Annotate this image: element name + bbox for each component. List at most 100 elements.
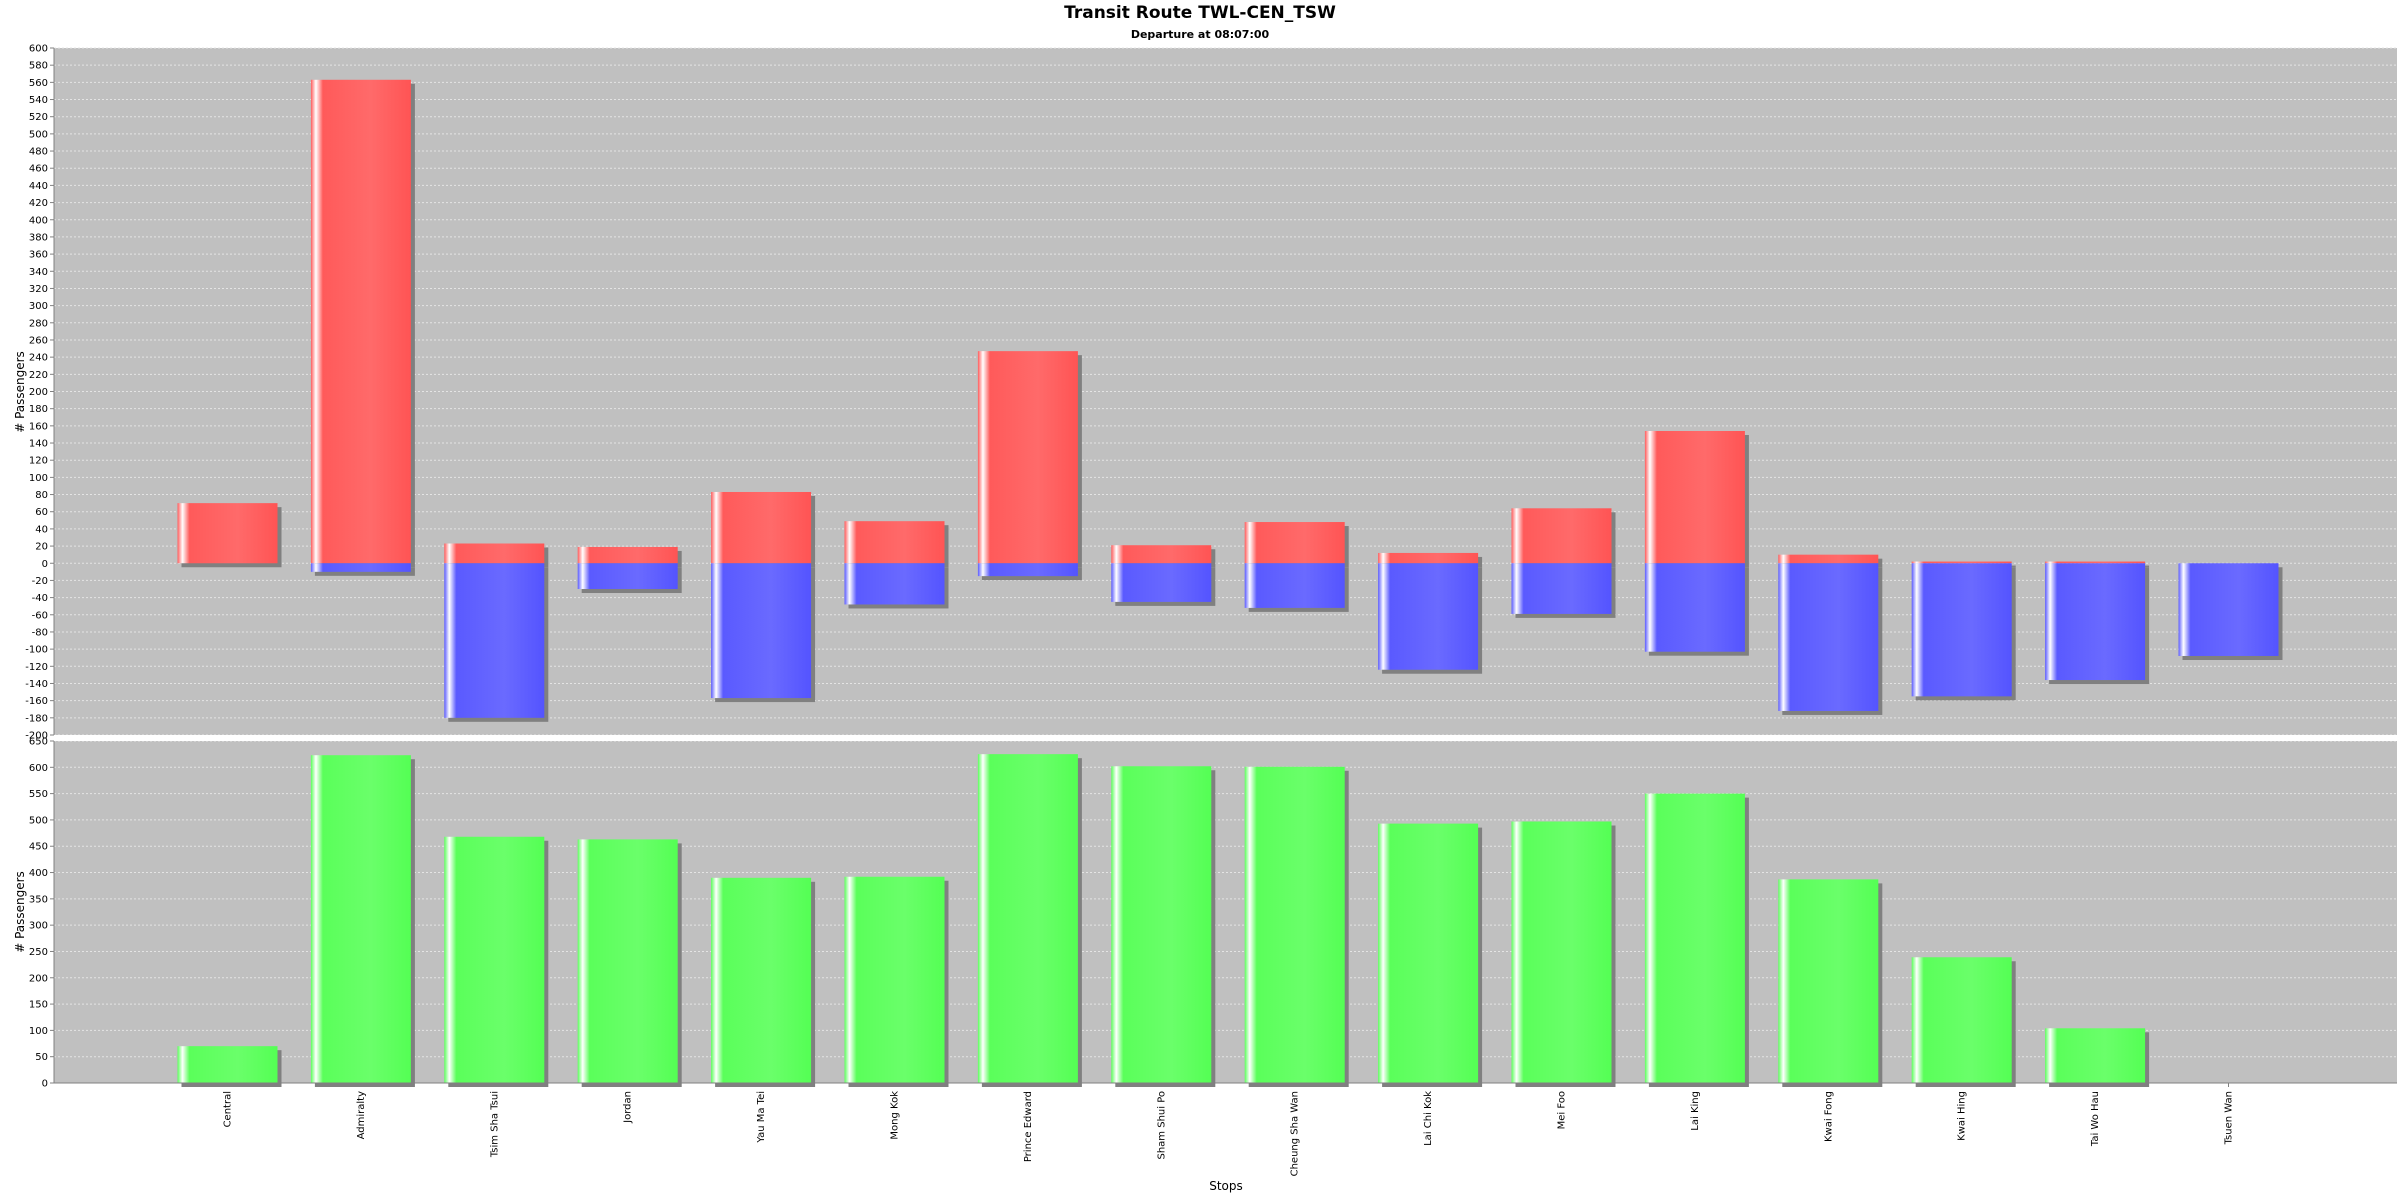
- y-tick-label: 100: [29, 1026, 48, 1037]
- bottom-panel-plot: 0 50 100 150 200 250 300 350 400 450 500 550 600 650: [29, 737, 2397, 1090]
- y-tick-label: -60: [32, 610, 48, 621]
- bar: [977, 563, 1078, 577]
- y-tick-label: -80: [32, 627, 48, 638]
- x-tick-label: Lai Chi Kok: [1423, 1091, 1434, 1146]
- y-tick-label: 500: [29, 815, 48, 826]
- bottom-panel-y-axis-label: # Passengers: [13, 871, 27, 953]
- y-tick-label: -200: [25, 731, 48, 742]
- y-tick-label: -20: [32, 576, 48, 587]
- y-tick-label: 180: [29, 404, 48, 415]
- y-tick-label: 140: [29, 439, 48, 450]
- bar: [711, 877, 812, 1083]
- bar: [1378, 823, 1479, 1083]
- y-tick-label: 220: [29, 370, 48, 381]
- x-tick-label: Tsim Sha Tsui: [489, 1091, 500, 1158]
- bar: [577, 546, 678, 564]
- bar: [177, 503, 278, 564]
- y-tick-label: 550: [29, 789, 48, 800]
- bar: [844, 521, 945, 564]
- bar: [1511, 508, 1612, 564]
- bar: [1644, 793, 1745, 1083]
- bar: [1911, 561, 2012, 564]
- y-tick-label: 400: [29, 868, 48, 879]
- bar: [844, 563, 945, 605]
- x-tick-label: Cheung Sha Wan: [1290, 1091, 1301, 1176]
- bar: [1111, 563, 1212, 602]
- bar: [1244, 522, 1345, 564]
- x-axis: Central Admiralty Tsim Sha Tsui Jordan Yau M…: [54, 1082, 2397, 1176]
- y-tick-label: 60: [35, 507, 48, 518]
- x-tick-label: Tsuen Wan: [2224, 1091, 2235, 1145]
- bar: [310, 755, 411, 1083]
- bar: [1911, 957, 2012, 1083]
- y-tick-label: 420: [29, 198, 48, 209]
- bar: [577, 839, 678, 1083]
- y-tick-label: 80: [35, 490, 48, 501]
- bar: [1778, 554, 1879, 564]
- bar: [444, 543, 545, 564]
- y-tick-label: 160: [29, 421, 48, 432]
- y-tick-label: 360: [29, 250, 48, 261]
- bar: [1111, 545, 1212, 564]
- bar: [1778, 879, 1879, 1083]
- y-tick-label: 350: [29, 894, 48, 905]
- y-tick-label: 600: [29, 763, 48, 774]
- y-tick-label: 650: [29, 737, 48, 748]
- bar: [1644, 563, 1745, 652]
- bar: [2045, 1028, 2146, 1083]
- y-tick-label: 520: [29, 112, 48, 123]
- y-tick-label: -100: [25, 645, 48, 656]
- y-tick-label: 320: [29, 284, 48, 295]
- bar: [177, 1046, 278, 1083]
- y-tick-label: -140: [25, 679, 48, 690]
- y-tick-label: 460: [29, 164, 48, 175]
- y-tick-label: 400: [29, 215, 48, 226]
- bar: [1244, 766, 1345, 1083]
- bar: [711, 563, 812, 699]
- y-tick-label: 20: [35, 542, 48, 553]
- chart-title: Transit Route TWL-CEN_TSW: [1064, 3, 1336, 23]
- y-tick-label: 260: [29, 335, 48, 346]
- bar: [444, 836, 545, 1083]
- y-tick-label: 0: [42, 559, 48, 570]
- y-tick-label: 340: [29, 267, 48, 278]
- y-tick-label: 380: [29, 232, 48, 243]
- y-tick-label: 500: [29, 129, 48, 140]
- bar: [977, 754, 1078, 1083]
- x-tick-label: Central: [223, 1091, 234, 1127]
- y-tick-label: -120: [25, 662, 48, 673]
- bar: [577, 563, 678, 590]
- y-tick-label: 100: [29, 473, 48, 484]
- bar: [310, 79, 411, 564]
- bar: [1511, 563, 1612, 614]
- bar: [1778, 563, 1879, 711]
- y-tick-label: 250: [29, 947, 48, 958]
- bar: [310, 563, 411, 572]
- bar: [1378, 552, 1479, 564]
- y-tick-label: 580: [29, 61, 48, 72]
- bar: [2045, 561, 2146, 564]
- bar: [2045, 563, 2146, 681]
- y-tick-label: -40: [32, 593, 48, 604]
- x-tick-label: Kwai Hing: [1957, 1091, 1968, 1141]
- y-tick-label: 600: [29, 44, 48, 55]
- x-tick-label: Prince Edward: [1023, 1091, 1034, 1162]
- x-tick-label: Yau Ma Tei: [756, 1091, 767, 1144]
- y-tick-label: 480: [29, 147, 48, 158]
- x-tick-label: Mong Kok: [890, 1091, 901, 1140]
- x-axis-label: Stops: [1209, 1179, 1243, 1193]
- y-tick-label: -160: [25, 696, 48, 707]
- x-tick-label: Sham Shui Po: [1156, 1091, 1167, 1160]
- bar: [1244, 563, 1345, 608]
- y-tick-label: 200: [29, 973, 48, 984]
- y-tick-label: 450: [29, 842, 48, 853]
- bar: [1644, 431, 1745, 564]
- x-tick-label: Jordan: [623, 1091, 634, 1124]
- y-tick-label: 540: [29, 95, 48, 106]
- x-tick-label: Admiralty: [356, 1091, 367, 1139]
- y-tick-label: 300: [29, 921, 48, 932]
- bar: [977, 351, 1078, 564]
- y-tick-label: 0: [42, 1079, 48, 1090]
- y-tick-label: 120: [29, 456, 48, 467]
